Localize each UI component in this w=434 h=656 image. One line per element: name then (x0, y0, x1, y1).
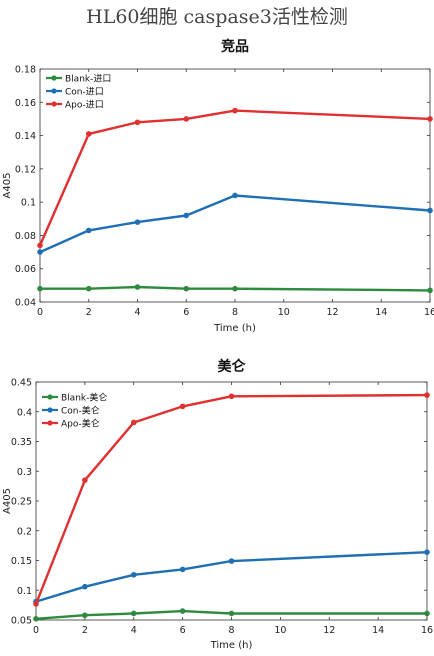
series-line (39, 194, 431, 254)
y-tick-label: 0.16 (15, 98, 36, 109)
data-point (427, 207, 433, 214)
chart-2: 美仑 0 2 4 6 8 10 12 14 16 0.05 0.1 0.15 0.2 0.25 0.3 0.35… (2, 358, 433, 651)
legend-label: Blank-美仑 (61, 392, 107, 404)
x-tick-label: 12 (323, 625, 335, 636)
legend-label: Con-进口 (65, 87, 104, 98)
data-point (424, 549, 430, 555)
y-axis-label: A405 (2, 488, 13, 514)
x-tick-label: 0 (37, 307, 43, 318)
y-tick-label: 0.3 (17, 467, 32, 478)
legend-marker (47, 420, 53, 426)
y-tick-label: 0.05 (11, 616, 32, 627)
data-point (424, 392, 430, 398)
chart-title: 美仑 (218, 358, 247, 375)
y-tick-label: 0.14 (15, 131, 36, 142)
legend-label: Con-美仑 (61, 405, 100, 417)
series-line (38, 109, 431, 246)
data-point (179, 608, 186, 614)
legend-marker (51, 101, 57, 107)
legend-label: Apo-进口 (65, 100, 104, 111)
x-tick-label: 12 (326, 307, 338, 318)
data-point (37, 249, 43, 255)
series-line (40, 285, 431, 292)
series-line (35, 609, 427, 620)
x-tick-label: 2 (86, 307, 92, 318)
y-tick-label: 0.04 (15, 298, 36, 309)
y-axis-label: A405 (2, 173, 13, 199)
y-tick-label: 0.1 (17, 586, 32, 597)
data-point (232, 192, 238, 199)
x-tick-label: 16 (421, 625, 433, 636)
page-title: HL60细胞 caspase3活性检测 (86, 6, 348, 28)
data-point (183, 116, 190, 122)
x-tick-label: 0 (33, 625, 39, 636)
x-tick-label: 14 (372, 625, 384, 636)
legend-marker (47, 394, 53, 400)
data-point (228, 610, 235, 617)
legend-label: Blank-进口 (65, 74, 111, 85)
x-tick-label: 6 (183, 307, 189, 318)
x-tick-label: 4 (131, 625, 137, 636)
x-tick-label: 8 (232, 307, 238, 318)
chart-1: 竞品 0 2 4 6 8 10 12 14 16 0.04 0.06 0.08 0.1 0.12 0.14 0.… (2, 38, 434, 334)
data-point (82, 477, 88, 483)
x-tick-label: 8 (228, 625, 234, 636)
data-point (82, 612, 88, 619)
data-point (427, 116, 433, 122)
x-tick-label: 2 (82, 625, 88, 636)
y-tick-label: 0.25 (11, 497, 32, 508)
data-point (85, 131, 92, 137)
x-tick-label: 10 (274, 625, 286, 636)
data-point (37, 242, 43, 249)
data-point (183, 212, 190, 219)
data-point (134, 284, 141, 290)
x-axis-label: Time (h) (210, 640, 253, 651)
chart-title: 竞品 (221, 38, 249, 55)
data-point (134, 119, 141, 126)
y-tick-label: 0.15 (11, 556, 32, 567)
data-point (183, 285, 190, 292)
x-tick-label: 6 (180, 625, 186, 636)
series-line (34, 393, 428, 605)
legend-marker (47, 407, 53, 413)
data-point (33, 616, 39, 622)
data-point (37, 285, 43, 292)
data-point (179, 566, 186, 573)
legend-marker (51, 88, 57, 94)
data-point (130, 419, 137, 426)
legend-label: Apo-美仑 (61, 418, 100, 430)
data-point (134, 219, 141, 225)
series-line (35, 551, 428, 603)
x-tick-label: 16 (424, 307, 434, 318)
data-point (232, 107, 238, 114)
legend-marker (51, 75, 57, 81)
y-tick-label: 0.08 (15, 231, 36, 242)
data-point (85, 285, 92, 292)
data-point (427, 287, 433, 294)
data-point (232, 285, 238, 292)
y-tick-label: 0.35 (11, 437, 32, 448)
data-point (82, 583, 88, 590)
y-tick-label: 0.06 (15, 264, 36, 275)
x-tick-label: 10 (278, 307, 290, 318)
y-tick-label: 0.18 (15, 65, 36, 76)
data-point (130, 571, 137, 578)
y-tick-label: 0.4 (17, 407, 32, 418)
y-tick-label: 0.45 (11, 378, 32, 389)
data-point (130, 610, 137, 617)
x-axis-label: Time (h) (213, 323, 256, 334)
data-point (33, 601, 39, 607)
data-point (228, 393, 235, 400)
data-point (85, 227, 92, 234)
y-tick-label: 0.1 (21, 198, 36, 209)
data-point (179, 403, 186, 410)
x-tick-label: 4 (134, 307, 140, 318)
x-tick-label: 14 (375, 307, 387, 318)
y-tick-label: 0.2 (17, 526, 32, 537)
data-point (228, 558, 235, 564)
y-tick-label: 0.12 (15, 164, 36, 175)
data-point (424, 610, 430, 617)
